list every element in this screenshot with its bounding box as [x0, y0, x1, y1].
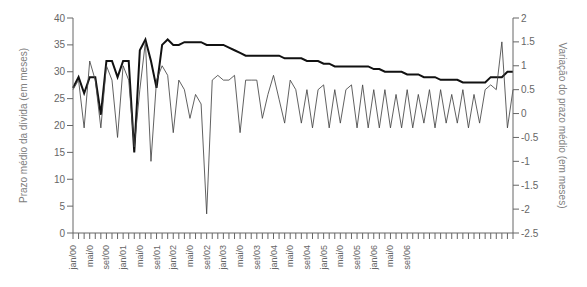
svg-text:2: 2 [521, 13, 527, 24]
svg-text:jan/06: jan/06 [369, 245, 379, 271]
svg-text:-2.5: -2.5 [521, 228, 539, 239]
svg-text:set/06: set/06 [402, 245, 412, 270]
svg-text:30: 30 [54, 66, 66, 77]
svg-text:jan/04: jan/04 [269, 245, 279, 271]
svg-text:Variação do prazo médio (em me: Variação do prazo médio (em meses) [557, 43, 568, 209]
svg-text:-1: -1 [521, 156, 530, 167]
svg-text:25: 25 [54, 93, 66, 104]
svg-text:5: 5 [59, 201, 65, 212]
svg-text:0.5: 0.5 [521, 84, 535, 95]
svg-text:10: 10 [54, 174, 66, 185]
svg-text:0: 0 [59, 228, 65, 239]
svg-text:mai/0: mai/0 [385, 245, 395, 267]
svg-text:40: 40 [54, 13, 66, 24]
svg-text:set/01: set/01 [152, 245, 162, 270]
svg-text:mai/0: mai/0 [335, 245, 345, 267]
svg-text:jan/00: jan/00 [68, 245, 78, 271]
svg-text:Prazo médio da dívida (em mese: Prazo médio da dívida (em meses) [18, 48, 29, 203]
svg-text:jan/01: jan/01 [118, 245, 128, 271]
svg-text:set/04: set/04 [302, 245, 312, 270]
svg-text:set/05: set/05 [352, 245, 362, 270]
svg-text:mai/0: mai/0 [135, 245, 145, 267]
svg-text:jan/05: jan/05 [319, 245, 329, 271]
svg-text:35: 35 [54, 39, 66, 50]
svg-text:1: 1 [521, 60, 527, 71]
svg-text:set/00: set/00 [101, 245, 111, 270]
svg-text:mai/0: mai/0 [85, 245, 95, 267]
svg-text:-0.5: -0.5 [521, 132, 539, 143]
svg-text:set/03: set/03 [252, 245, 262, 270]
svg-text:-1.5: -1.5 [521, 180, 539, 191]
svg-text:15: 15 [54, 147, 66, 158]
svg-text:mai/0: mai/0 [185, 245, 195, 267]
svg-text:mai/0: mai/0 [235, 245, 245, 267]
svg-text:set/02: set/02 [202, 245, 212, 270]
svg-text:mai/0: mai/0 [285, 245, 295, 267]
svg-text:-2: -2 [521, 204, 530, 215]
svg-text:jan/02: jan/02 [168, 245, 178, 271]
svg-text:jan/03: jan/03 [218, 245, 228, 271]
svg-text:0: 0 [521, 108, 527, 119]
svg-text:1.5: 1.5 [521, 36, 535, 47]
svg-text:20: 20 [54, 120, 66, 131]
